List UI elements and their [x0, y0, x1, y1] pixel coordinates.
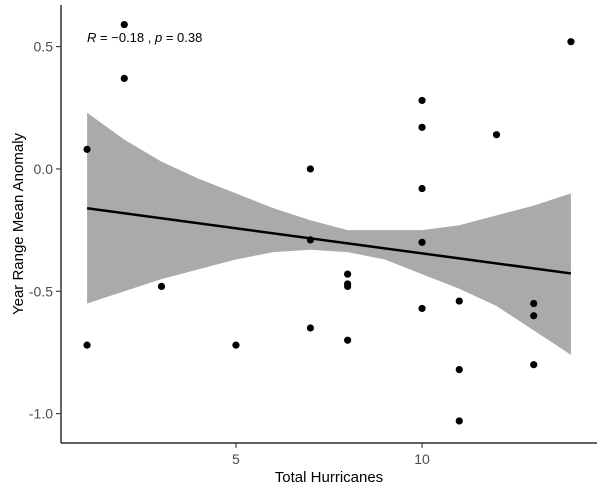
data-point — [418, 304, 426, 313]
data-point — [455, 417, 463, 425]
p-value: = 0.38 — [162, 30, 202, 45]
data-point — [306, 324, 314, 332]
data-point — [418, 123, 426, 131]
data-point — [530, 361, 538, 369]
x-tick-label: 10 — [414, 451, 430, 467]
data-point — [120, 74, 128, 83]
data-point — [530, 312, 538, 320]
data-point — [344, 336, 352, 344]
data-point — [418, 184, 426, 193]
data-point — [120, 20, 128, 29]
data-point — [83, 341, 91, 349]
data-point — [83, 145, 91, 153]
confidence-band-layer — [87, 112, 571, 355]
r-value: = −0.18 , — [96, 30, 155, 45]
p-symbol: p — [154, 30, 162, 45]
data-point — [455, 365, 463, 374]
y-tick-label: 0.5 — [34, 39, 54, 55]
y-axis-title: Year Range Mean Anomaly — [10, 132, 27, 315]
data-points-layer — [83, 20, 575, 425]
confidence-band — [87, 112, 571, 355]
correlation-annotation: R = −0.18 , p = 0.38 — [87, 30, 202, 45]
fit-line-layer — [86, 206, 572, 275]
regression-line — [86, 206, 572, 275]
data-point — [455, 297, 463, 305]
axes-layer: -1.0 -0.5 0.0 0.5 5 10 — [29, 5, 597, 467]
data-point — [418, 96, 426, 105]
data-point — [306, 236, 314, 244]
x-tick-label: 5 — [232, 451, 240, 467]
data-point — [492, 131, 501, 139]
data-point — [418, 238, 426, 246]
data-point — [344, 282, 352, 290]
r-symbol: R — [87, 30, 96, 45]
data-point — [567, 38, 575, 46]
data-point — [232, 341, 240, 349]
x-axis-title: Total Hurricanes — [275, 469, 383, 486]
y-tick-label: -0.5 — [29, 283, 53, 299]
y-tick-label: 0.0 — [34, 161, 54, 177]
data-point — [344, 270, 352, 278]
data-point — [157, 282, 166, 290]
data-point — [306, 165, 314, 173]
data-point — [530, 299, 538, 308]
y-tick-label: -1.0 — [29, 406, 53, 422]
